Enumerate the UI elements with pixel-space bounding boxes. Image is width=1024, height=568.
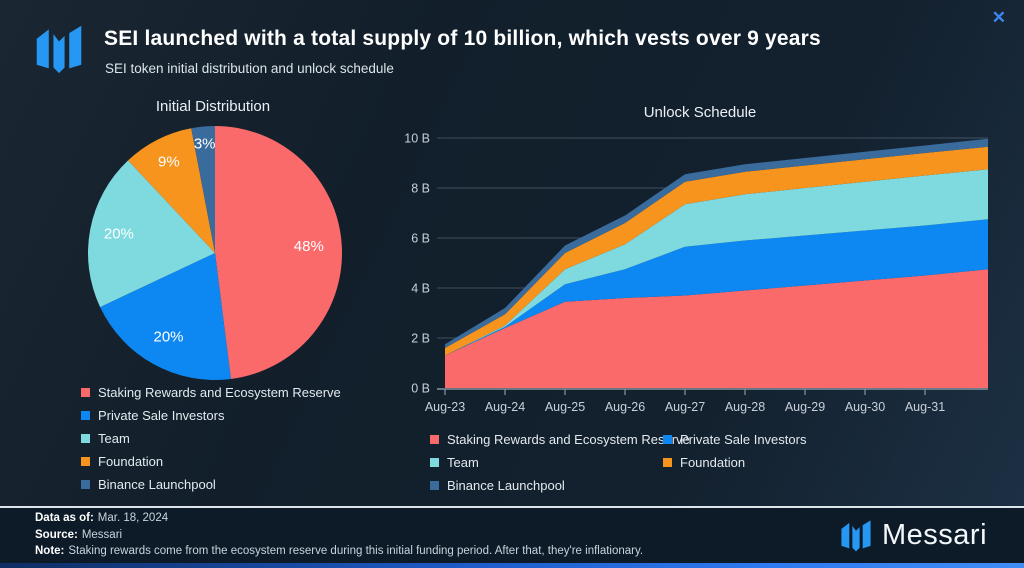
note-line: Note: Staking rewards come from the ecosy… [35, 545, 643, 557]
x-tick-label: Aug-24 [485, 400, 525, 414]
y-tick-label: 8 B [411, 182, 430, 196]
area-legend-column-1: Staking Rewards and Ecosystem Reserve Tea… [430, 428, 690, 497]
footer-divider [0, 506, 1024, 508]
legend-item: Private Sale Investors [81, 404, 341, 427]
legend-label: Binance Launchpool [98, 477, 216, 492]
x-tick-label: Aug-30 [845, 400, 885, 414]
pie-slice-2 [100, 253, 231, 381]
bottom-accent-bar [0, 563, 1024, 568]
area-legend-column-2: Private Sale Investors Foundation [663, 428, 806, 474]
legend-swatch-icon [430, 481, 439, 490]
footer-brand: Messari [839, 516, 987, 554]
pie-slice-3 [88, 160, 215, 308]
area-band-2 [445, 219, 988, 356]
messari-logo-icon [36, 25, 82, 74]
legend-label: Binance Launchpool [447, 478, 565, 493]
x-tick-label: Aug-26 [605, 400, 645, 414]
messari-footer-logo-icon [841, 520, 871, 552]
legend-label: Private Sale Investors [680, 432, 807, 447]
legend-item: Binance Launchpool [81, 473, 341, 496]
legend-swatch-icon [430, 435, 439, 444]
legend-swatch-icon [81, 434, 90, 443]
legend-item: Team [430, 451, 690, 474]
legend-label: Foundation [98, 454, 164, 469]
legend-label: Staking Rewards and Ecosystem Reserve [447, 432, 690, 447]
area-chart-title: Unlock Schedule [643, 104, 757, 121]
legend-item: Binance Launchpool [430, 474, 690, 497]
page-title: SEI launched with a total supply of 10 b… [104, 27, 821, 50]
legend-item: Private Sale Investors [663, 428, 806, 451]
legend-label: Team [98, 431, 130, 446]
legend-item: Staking Rewards and Ecosystem Reserve [430, 428, 690, 451]
x-tick-label: Aug-28 [725, 400, 765, 414]
messari-wordmark: Messari [882, 519, 988, 551]
x-tick-label: Aug-23 [425, 400, 465, 414]
pie-chart-title: Initial Distribution [155, 98, 271, 115]
area-band-3 [445, 169, 988, 356]
close-icon[interactable]: ✕ [986, 8, 1012, 27]
x-tick-label: Aug-25 [545, 400, 585, 414]
data-as-of-label: Data as of: [35, 512, 94, 524]
pie-slice-5 [191, 126, 215, 253]
note-label: Note: [35, 545, 65, 557]
x-tick-label: Aug-31 [905, 400, 945, 414]
legend-swatch-icon [430, 458, 439, 467]
area-band-4 [445, 146, 988, 356]
y-tick-label: 2 B [411, 332, 430, 346]
legend-swatch-icon [81, 411, 90, 420]
legend-label: Foundation [680, 455, 746, 470]
source-label: Source: [35, 529, 78, 541]
pie-legend: Staking Rewards and Ecosystem Reserve Pri… [81, 381, 341, 496]
legend-swatch-icon [81, 457, 90, 466]
legend-label: Staking Rewards and Ecosystem Reserve [98, 385, 341, 400]
pie-value-label: 48% [294, 238, 324, 255]
unlock-area-chart: 0 B 2 B 4 B 6 B 8 B 10 B Aug-23 Aug-24 Aug-25 Aug… [404, 132, 988, 414]
y-tick-label: 4 B [411, 282, 430, 296]
note-value: Staking rewards come from the ecosystem … [68, 545, 644, 557]
y-tick-label: 10 B [404, 132, 430, 146]
legend-label: Private Sale Investors [98, 408, 225, 423]
area-band-1 [445, 269, 988, 388]
data-as-of-value: Mar. 18, 2024 [97, 512, 169, 524]
legend-item: Foundation [81, 450, 341, 473]
pie-value-label: 9% [158, 153, 180, 170]
pie-value-label: 20% [104, 226, 134, 243]
legend-item: Foundation [663, 451, 806, 474]
legend-swatch-icon [663, 435, 672, 444]
data-as-of-line: Data as of: Mar. 18, 2024 [35, 512, 168, 524]
pie-slice-1 [215, 126, 343, 379]
pie-value-label: 3% [194, 135, 216, 152]
x-tick-label: Aug-29 [785, 400, 825, 414]
x-tick-label: Aug-27 [665, 400, 705, 414]
source-value: Messari [81, 529, 123, 541]
pie-value-label: 20% [153, 329, 183, 346]
legend-label: Team [447, 455, 479, 470]
legend-swatch-icon [81, 388, 90, 397]
legend-item: Staking Rewards and Ecosystem Reserve [81, 381, 341, 404]
source-line: Source: Messari [35, 529, 122, 541]
pie-slice-4 [128, 128, 215, 253]
pie-chart: 48% 20% 20% 9% 3% [88, 126, 343, 381]
legend-swatch-icon [663, 458, 672, 467]
legend-item: Team [81, 427, 341, 450]
page-subtitle: SEI token initial distribution and unloc… [105, 61, 394, 76]
legend-swatch-icon [81, 480, 90, 489]
y-tick-label: 6 B [411, 232, 430, 246]
y-tick-label: 0 B [411, 382, 430, 396]
